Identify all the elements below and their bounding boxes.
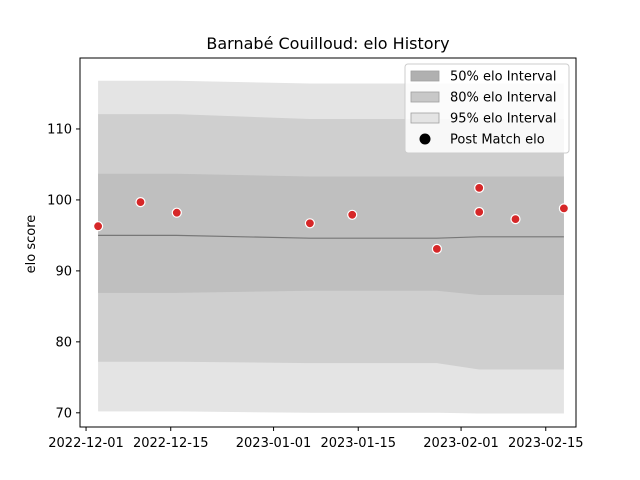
- plot-frame: [79, 57, 577, 428]
- x-tick-label-2023-01-15: 2023-01-15: [320, 436, 396, 451]
- x-tick-label-2022-12-01: 2022-12-01: [48, 436, 124, 451]
- legend-marker-3: [419, 133, 431, 145]
- y-tick-label-110: 110: [47, 122, 72, 137]
- post-match-point-7: [474, 206, 485, 218]
- legend-swatch-2: [410, 112, 440, 124]
- band-p50: [98, 173, 564, 295]
- x-axis: 2022-12-01 2022-12-15 2023-01-01 2023-01-15…: [48, 427, 584, 451]
- post-match-point-4: [347, 209, 358, 220]
- legend-box: [404, 63, 570, 154]
- post-match-point-5: [431, 243, 442, 254]
- y-tick-label-100: 100: [47, 193, 72, 208]
- legend-swatch-0: [410, 70, 440, 82]
- post-match-points: [92, 182, 570, 254]
- legend-label-0: 50% elo Interval: [450, 70, 557, 85]
- x-tick-label-2023-02-01: 2023-02-01: [423, 436, 499, 451]
- post-match-point-3: [304, 218, 315, 229]
- legend-swatch-1: [410, 91, 440, 103]
- legend-label-1: 80% elo Interval: [450, 91, 557, 106]
- legend-label-3: Post Match elo: [450, 133, 545, 148]
- y-tick-label-80: 80: [55, 335, 72, 350]
- post-match-point-8: [510, 214, 521, 225]
- chart-title: Barnabé Couilloud: elo History: [206, 34, 449, 53]
- post-match-point-6: [474, 182, 485, 193]
- interval-bands: [98, 80, 564, 414]
- x-tick-label-2022-12-15: 2022-12-15: [133, 436, 209, 451]
- legend-label-2: 95% elo Interval: [450, 112, 557, 127]
- x-tick-label-2023-02-15: 2023-02-15: [508, 436, 584, 451]
- post-match-point-0: [92, 221, 104, 232]
- legend: 50% elo Interval 80% elo Interval 95% elo …: [404, 63, 570, 154]
- y-tick-label-70: 70: [55, 406, 72, 421]
- y-axis: 70 80 90 100 110: [47, 122, 80, 421]
- post-match-point-1: [135, 197, 146, 208]
- y-tick-label-90: 90: [55, 264, 72, 279]
- mean-elo-line: [98, 234, 564, 239]
- post-match-point-9: [558, 203, 570, 214]
- x-tick-label-2023-01-01: 2023-01-01: [236, 436, 312, 451]
- mean-line-group: [98, 234, 564, 239]
- y-axis-label: elo score: [24, 215, 39, 274]
- post-match-point-2: [171, 207, 182, 218]
